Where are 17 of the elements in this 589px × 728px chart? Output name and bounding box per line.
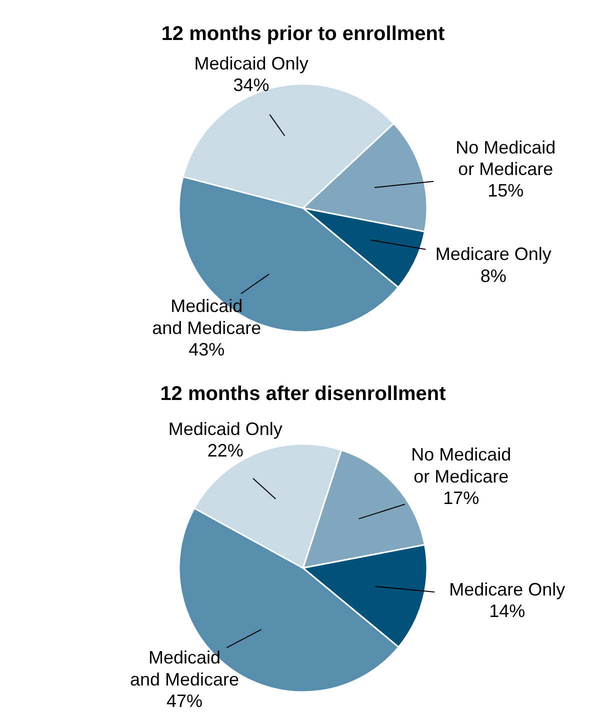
slice-label: Medicaid Only (168, 418, 282, 439)
slice-label: No Medicaid or Medicare (411, 444, 512, 486)
data-label: 15% (488, 180, 524, 201)
data-label: 14% (489, 601, 526, 622)
slice-label: No Medicaid or Medicare (456, 137, 556, 179)
slice-label: Medicaid Only (194, 53, 308, 74)
data-label: 8% (480, 266, 506, 286)
data-label: 17% (443, 488, 480, 508)
data-label: 47% (166, 690, 203, 711)
slice-label: Medicaid and Medicare (130, 648, 240, 690)
data-label: 43% (188, 339, 225, 360)
data-label: 22% (207, 440, 244, 460)
chart-title: 12 months after disenrollment (160, 383, 446, 405)
slice-label: Medicare Only (435, 244, 552, 264)
slice-label: Medicare Only (449, 580, 566, 600)
chart-title: 12 months prior to enrollment (161, 23, 446, 45)
data-label: 34% (233, 75, 270, 96)
